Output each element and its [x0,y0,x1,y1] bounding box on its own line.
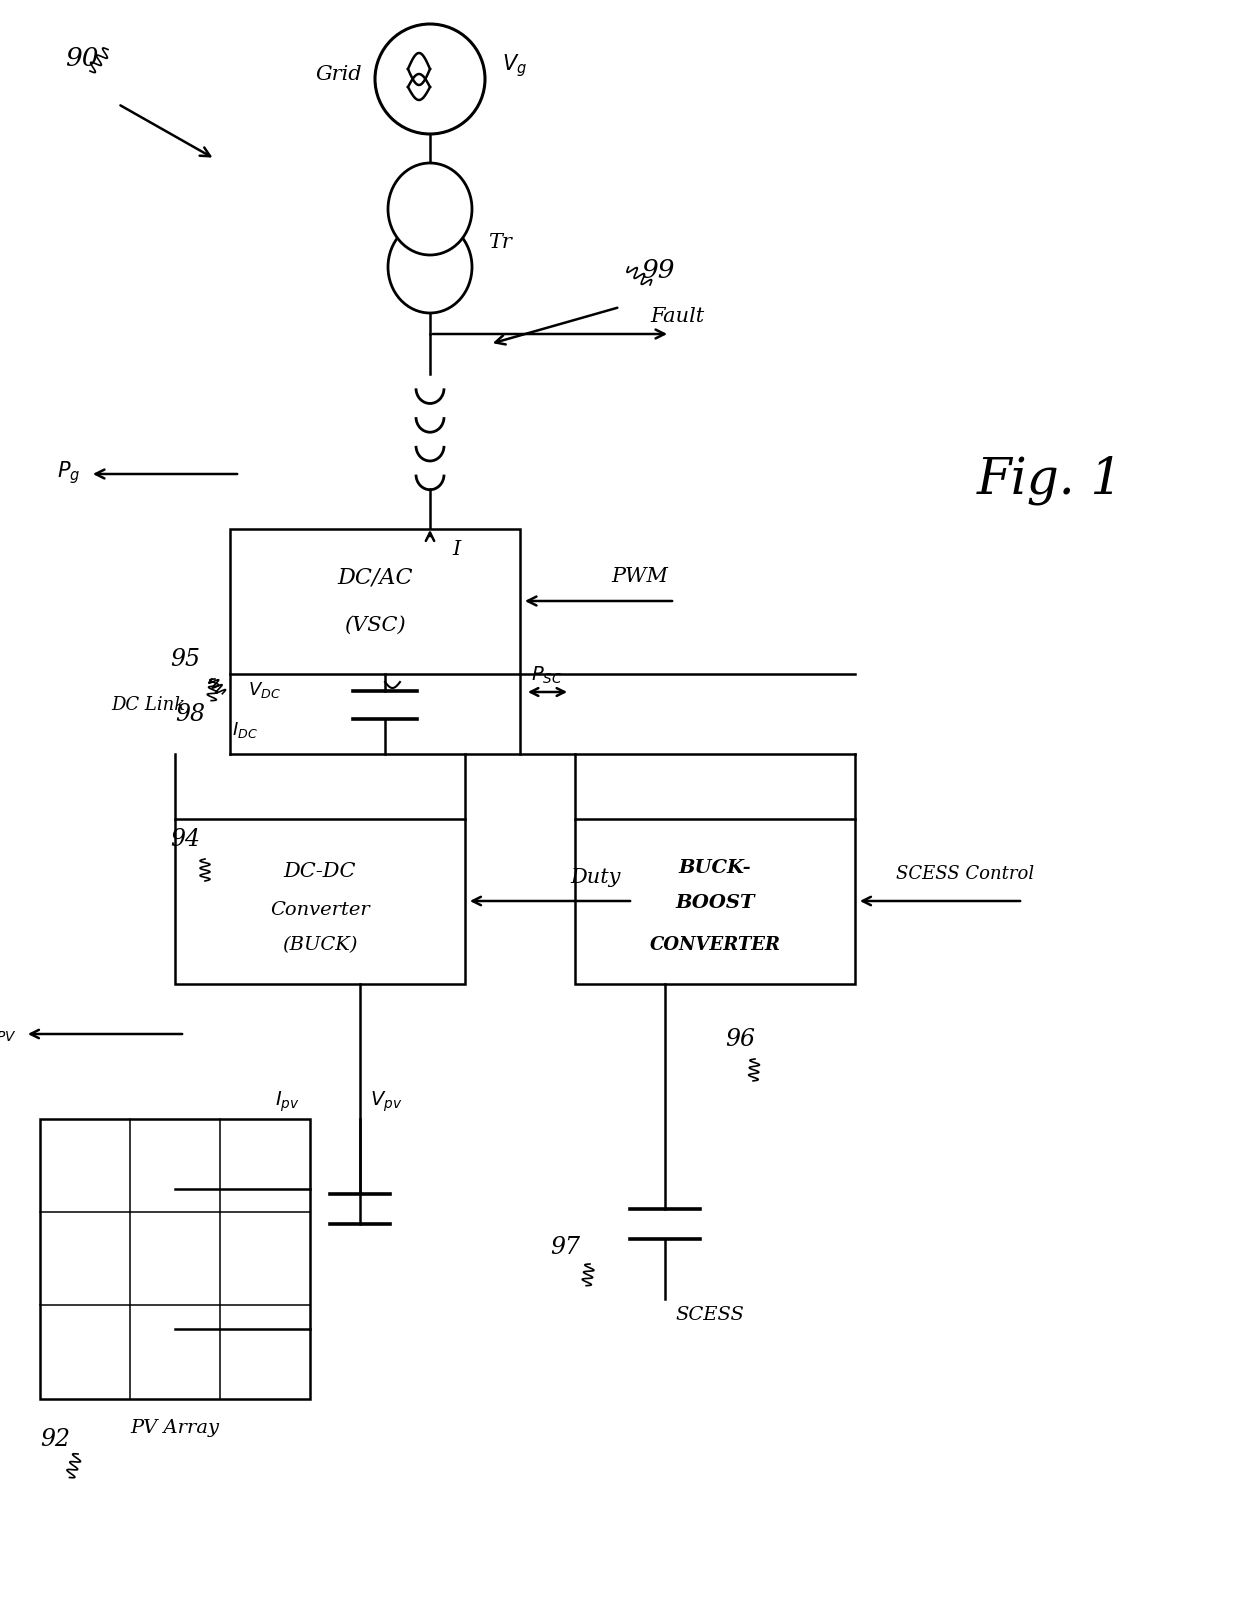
Text: $V_g$: $V_g$ [502,53,527,79]
Text: (VSC): (VSC) [345,615,405,634]
Text: 96: 96 [725,1027,755,1051]
Text: DC Link: DC Link [110,695,185,714]
Text: PV Array: PV Array [130,1419,219,1436]
Text: $P_{SC}$: $P_{SC}$ [531,664,563,685]
Text: Converter: Converter [270,900,370,918]
Bar [575,820,856,984]
Bar [229,530,520,674]
Text: CONVERTER: CONVERTER [650,936,780,953]
Ellipse shape [388,221,472,315]
Text: BOOST: BOOST [676,894,755,912]
Text: SCESS Control: SCESS Control [897,865,1034,883]
Circle shape [374,26,485,135]
Text: DC-DC: DC-DC [284,862,356,881]
Text: $I_{DC}$: $I_{DC}$ [232,719,258,740]
Bar [40,1119,310,1400]
Text: Duty: Duty [570,868,620,888]
Text: 94: 94 [170,828,200,851]
Text: 92: 92 [40,1427,69,1451]
Text: (BUCK): (BUCK) [283,936,358,953]
Text: $V_{pv}$: $V_{pv}$ [370,1090,402,1114]
Text: $V_{DC}$: $V_{DC}$ [248,679,280,700]
Text: Fig. 1: Fig. 1 [977,454,1123,504]
Text: PWM: PWM [611,567,668,586]
Text: 90: 90 [66,45,99,71]
Text: $P_g$: $P_g$ [57,459,81,486]
Text: SCESS: SCESS [675,1305,744,1323]
Text: 99: 99 [641,257,675,282]
Text: 97: 97 [551,1236,580,1258]
Ellipse shape [388,164,472,255]
Text: Fault: Fault [650,307,704,326]
Text: DC/AC: DC/AC [337,567,413,589]
Text: $I_{pv}$: $I_{pv}$ [275,1090,300,1114]
Text: Tr: Tr [489,233,512,252]
Text: I: I [453,541,460,559]
Text: 95: 95 [170,648,200,671]
Bar [175,820,465,984]
Text: BUCK-: BUCK- [678,859,751,876]
Text: $P_{PV}$: $P_{PV}$ [0,1022,17,1043]
Text: 98: 98 [175,703,205,725]
Text: Grid: Grid [315,66,362,85]
